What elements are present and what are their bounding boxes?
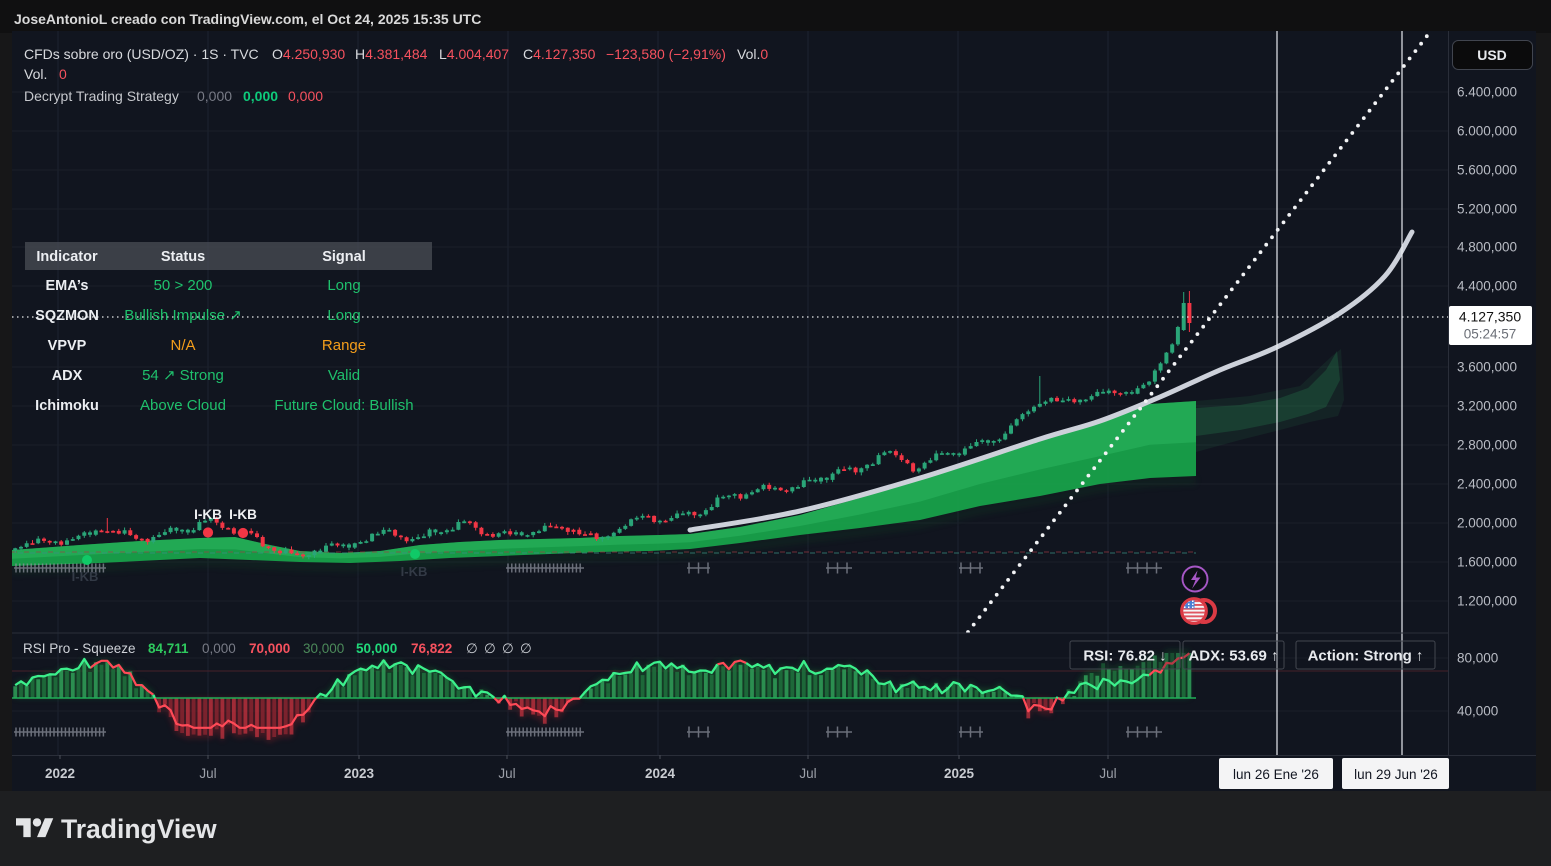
svg-text:2.400,000: 2.400,000: [1457, 477, 1517, 492]
svg-text:EMA’s: EMA’s: [46, 278, 89, 294]
svg-text:Indicator: Indicator: [36, 249, 98, 265]
svg-text:lun 26 Ene '26: lun 26 Ene '26: [1233, 767, 1319, 782]
svg-text:2.000,000: 2.000,000: [1457, 516, 1517, 531]
svg-text:3.200,000: 3.200,000: [1457, 399, 1517, 414]
svg-text:I-KB: I-KB: [194, 507, 222, 522]
svg-text:JoseAntonioL creado con Tradin: JoseAntonioL creado con TradingView.com,…: [14, 11, 481, 27]
svg-text:I-KB: I-KB: [401, 564, 428, 579]
svg-text:RSI: 76.82 ↓: RSI: 76.82 ↓: [1083, 648, 1166, 665]
svg-text:I-KB: I-KB: [229, 507, 257, 522]
svg-text:1.200,000: 1.200,000: [1457, 594, 1517, 609]
svg-text:2024: 2024: [645, 766, 676, 781]
svg-text:SQZMON: SQZMON: [35, 308, 99, 324]
svg-text:4.127,350: 4.127,350: [1459, 309, 1521, 325]
svg-text:Range: Range: [322, 337, 366, 354]
svg-text:CFDs sobre oro (USD/OZ) · 1S ·: CFDs sobre oro (USD/OZ) · 1S · TVC: [24, 46, 259, 62]
svg-text:2022: 2022: [45, 766, 75, 781]
svg-text:lun 29 Jun '26: lun 29 Jun '26: [1354, 767, 1438, 782]
svg-text:ADX: 53.69 ↑: ADX: 53.69 ↑: [1188, 648, 1278, 665]
svg-text:TradingView: TradingView: [61, 814, 217, 844]
svg-text:Jul: Jul: [799, 766, 816, 781]
svg-text:N/A: N/A: [170, 337, 195, 354]
svg-text:0: 0: [59, 66, 67, 82]
svg-text:2.800,000: 2.800,000: [1457, 438, 1517, 453]
svg-text:Status: Status: [161, 249, 205, 265]
svg-text:Decrypt Trading Strategy: Decrypt Trading Strategy: [24, 88, 179, 104]
svg-text:3.600,000: 3.600,000: [1457, 360, 1517, 375]
svg-text:50 > 200: 50 > 200: [154, 277, 213, 294]
svg-text:Jul: Jul: [498, 766, 515, 781]
svg-text:Jul: Jul: [199, 766, 216, 781]
svg-text:Above Cloud: Above Cloud: [140, 397, 226, 414]
svg-text:Bullish Impulse ↗: Bullish Impulse ↗: [124, 307, 242, 324]
svg-text:40,000: 40,000: [1457, 704, 1498, 719]
svg-text:5.600,000: 5.600,000: [1457, 163, 1517, 178]
svg-text:USD: USD: [1477, 47, 1507, 63]
svg-text:6.000,000: 6.000,000: [1457, 124, 1517, 139]
svg-text:Future Cloud: Bullish: Future Cloud: Bullish: [274, 397, 413, 414]
svg-text:Long: Long: [327, 307, 360, 324]
svg-text:54 ↗ Strong: 54 ↗ Strong: [142, 367, 224, 384]
svg-text:1.600,000: 1.600,000: [1457, 555, 1517, 570]
svg-text:2025: 2025: [944, 766, 975, 781]
svg-text:ADX: ADX: [52, 368, 83, 384]
svg-text:Valid: Valid: [328, 367, 360, 384]
svg-text:Signal: Signal: [322, 249, 366, 265]
svg-text:2023: 2023: [344, 766, 375, 781]
svg-text:4.800,000: 4.800,000: [1457, 240, 1517, 255]
svg-text:Ichimoku: Ichimoku: [35, 398, 99, 414]
svg-text:VPVP: VPVP: [48, 338, 87, 354]
svg-text:Long: Long: [327, 277, 360, 294]
svg-text:05:24:57: 05:24:57: [1464, 327, 1517, 342]
svg-text:4.400,000: 4.400,000: [1457, 279, 1517, 294]
svg-text:Action: Strong ↑: Action: Strong ↑: [1308, 648, 1424, 665]
svg-text:5.200,000: 5.200,000: [1457, 202, 1517, 217]
svg-text:I-KB: I-KB: [72, 569, 99, 584]
svg-text:80,000: 80,000: [1457, 651, 1498, 666]
svg-text:Jul: Jul: [1099, 766, 1116, 781]
svg-text:RSI Pro - Squeeze: RSI Pro - Squeeze: [23, 641, 136, 656]
svg-text:Vol.: Vol.: [24, 66, 47, 82]
svg-text:6.400,000: 6.400,000: [1457, 85, 1517, 100]
